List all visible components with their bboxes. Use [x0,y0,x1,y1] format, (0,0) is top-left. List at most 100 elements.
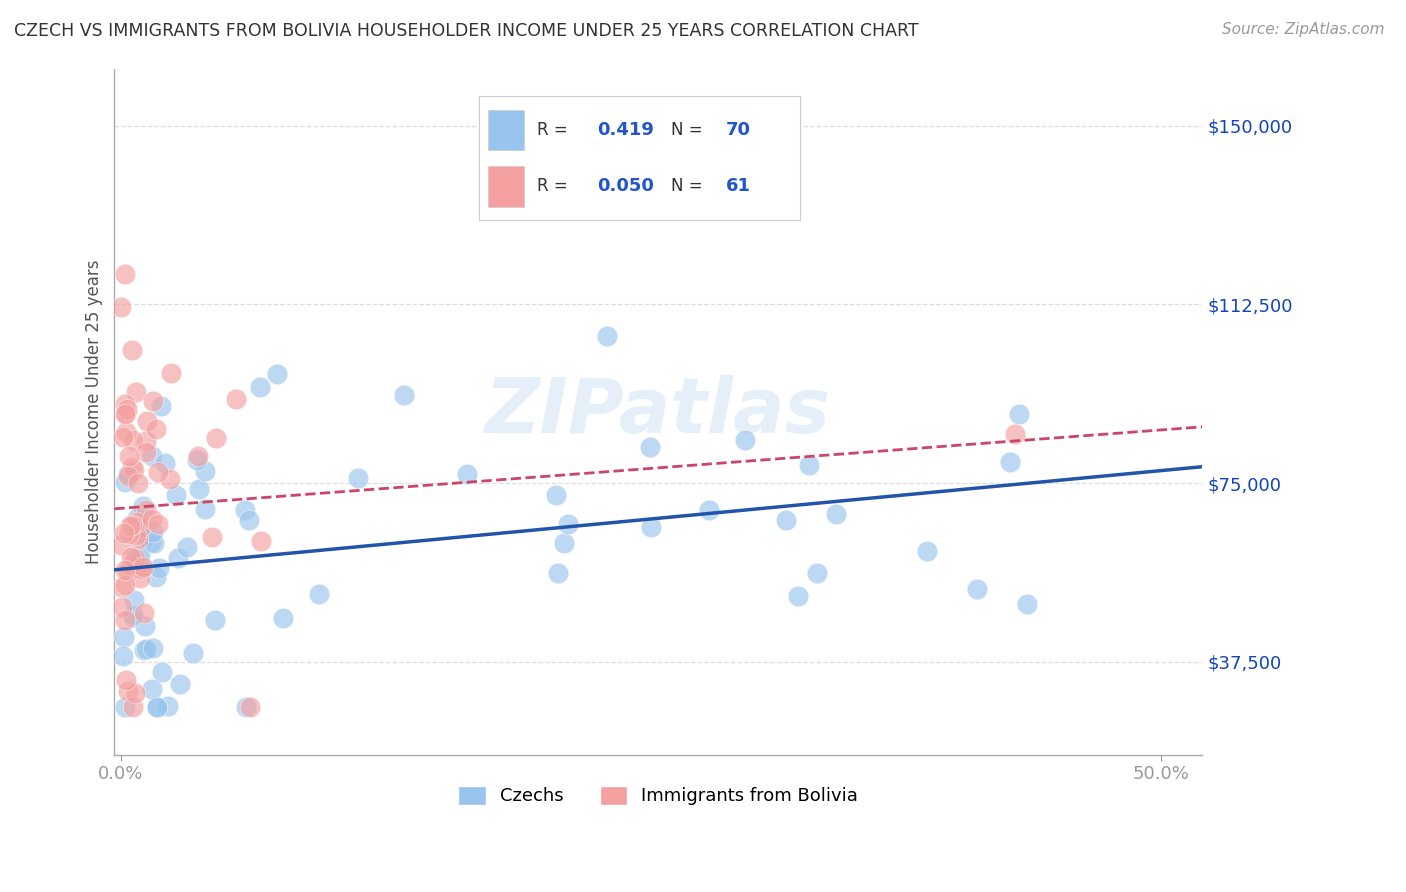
Point [204,431,226,445]
Point [114,700,136,714]
Point [141,682,163,697]
Point [824,507,846,521]
Point [238,513,260,527]
Point [188,482,211,496]
Point [145,422,167,436]
Point [115,406,138,420]
Point [797,458,820,473]
Point [132,499,155,513]
Point [118,449,141,463]
Point [148,561,170,575]
Point [235,700,257,714]
Point [143,536,166,550]
Point [132,559,155,574]
Point [121,343,143,357]
Point [134,643,156,657]
Point [308,587,330,601]
Point [114,397,136,411]
Point [169,677,191,691]
Point [112,430,135,444]
Point [135,503,157,517]
Point [249,380,271,394]
Point [966,582,988,596]
Point [146,465,169,479]
Point [122,610,145,624]
Text: ZIPatlas: ZIPatlas [485,375,831,449]
Point [127,476,149,491]
Legend: Czechs, Immigrants from Bolivia: Czechs, Immigrants from Bolivia [450,777,868,814]
Point [117,469,139,483]
Point [786,590,808,604]
Point [201,530,224,544]
Point [806,566,828,580]
Point [125,510,148,524]
Point [120,558,142,572]
Point [117,527,139,541]
Point [132,606,155,620]
Point [917,543,939,558]
Point [124,385,146,400]
Point [595,328,617,343]
Point [114,268,136,282]
Point [114,407,136,421]
Point [141,512,163,526]
Y-axis label: Householder Income Under 25 years: Householder Income Under 25 years [86,260,103,564]
Point [129,548,152,562]
Point [120,550,142,565]
Point [176,540,198,554]
Point [186,452,208,467]
Point [142,524,165,539]
Point [734,433,756,447]
Point [157,698,180,713]
Point [120,518,142,533]
Point [271,611,294,625]
Point [153,456,176,470]
Text: CZECH VS IMMIGRANTS FROM BOLIVIA HOUSEHOLDER INCOME UNDER 25 YEARS CORRELATION C: CZECH VS IMMIGRANTS FROM BOLIVIA HOUSEHO… [14,22,918,40]
Text: Source: ZipAtlas.com: Source: ZipAtlas.com [1222,22,1385,37]
Point [124,550,146,565]
Point [235,502,257,516]
Point [1008,408,1031,422]
Point [638,440,661,454]
Point [122,593,145,607]
Point [456,467,478,481]
Point [114,613,136,627]
Point [194,464,217,478]
Point [142,641,165,656]
Point [194,501,217,516]
Point [111,600,134,615]
Point [145,700,167,714]
Point [127,520,149,534]
Point [124,686,146,700]
Point [115,425,138,439]
Point [250,533,273,548]
Point [547,566,569,581]
Point [114,578,136,592]
Point [124,561,146,575]
Point [129,571,152,585]
Point [125,515,148,529]
Point [1015,597,1038,611]
Point [128,521,150,535]
Point [111,648,134,663]
Point [115,673,138,687]
Point [134,531,156,545]
Point [146,700,169,714]
Point [148,516,170,531]
Point [112,630,135,644]
Point [346,471,368,485]
Point [129,562,152,576]
Point [394,388,416,402]
Point [121,460,143,475]
Point [136,415,159,429]
Point [122,463,145,477]
Point [225,392,247,406]
Point [110,300,132,314]
Point [640,520,662,534]
Point [557,516,579,531]
Point [121,517,143,532]
Point [117,467,139,481]
Point [187,449,209,463]
Point [181,646,204,660]
Point [117,564,139,578]
